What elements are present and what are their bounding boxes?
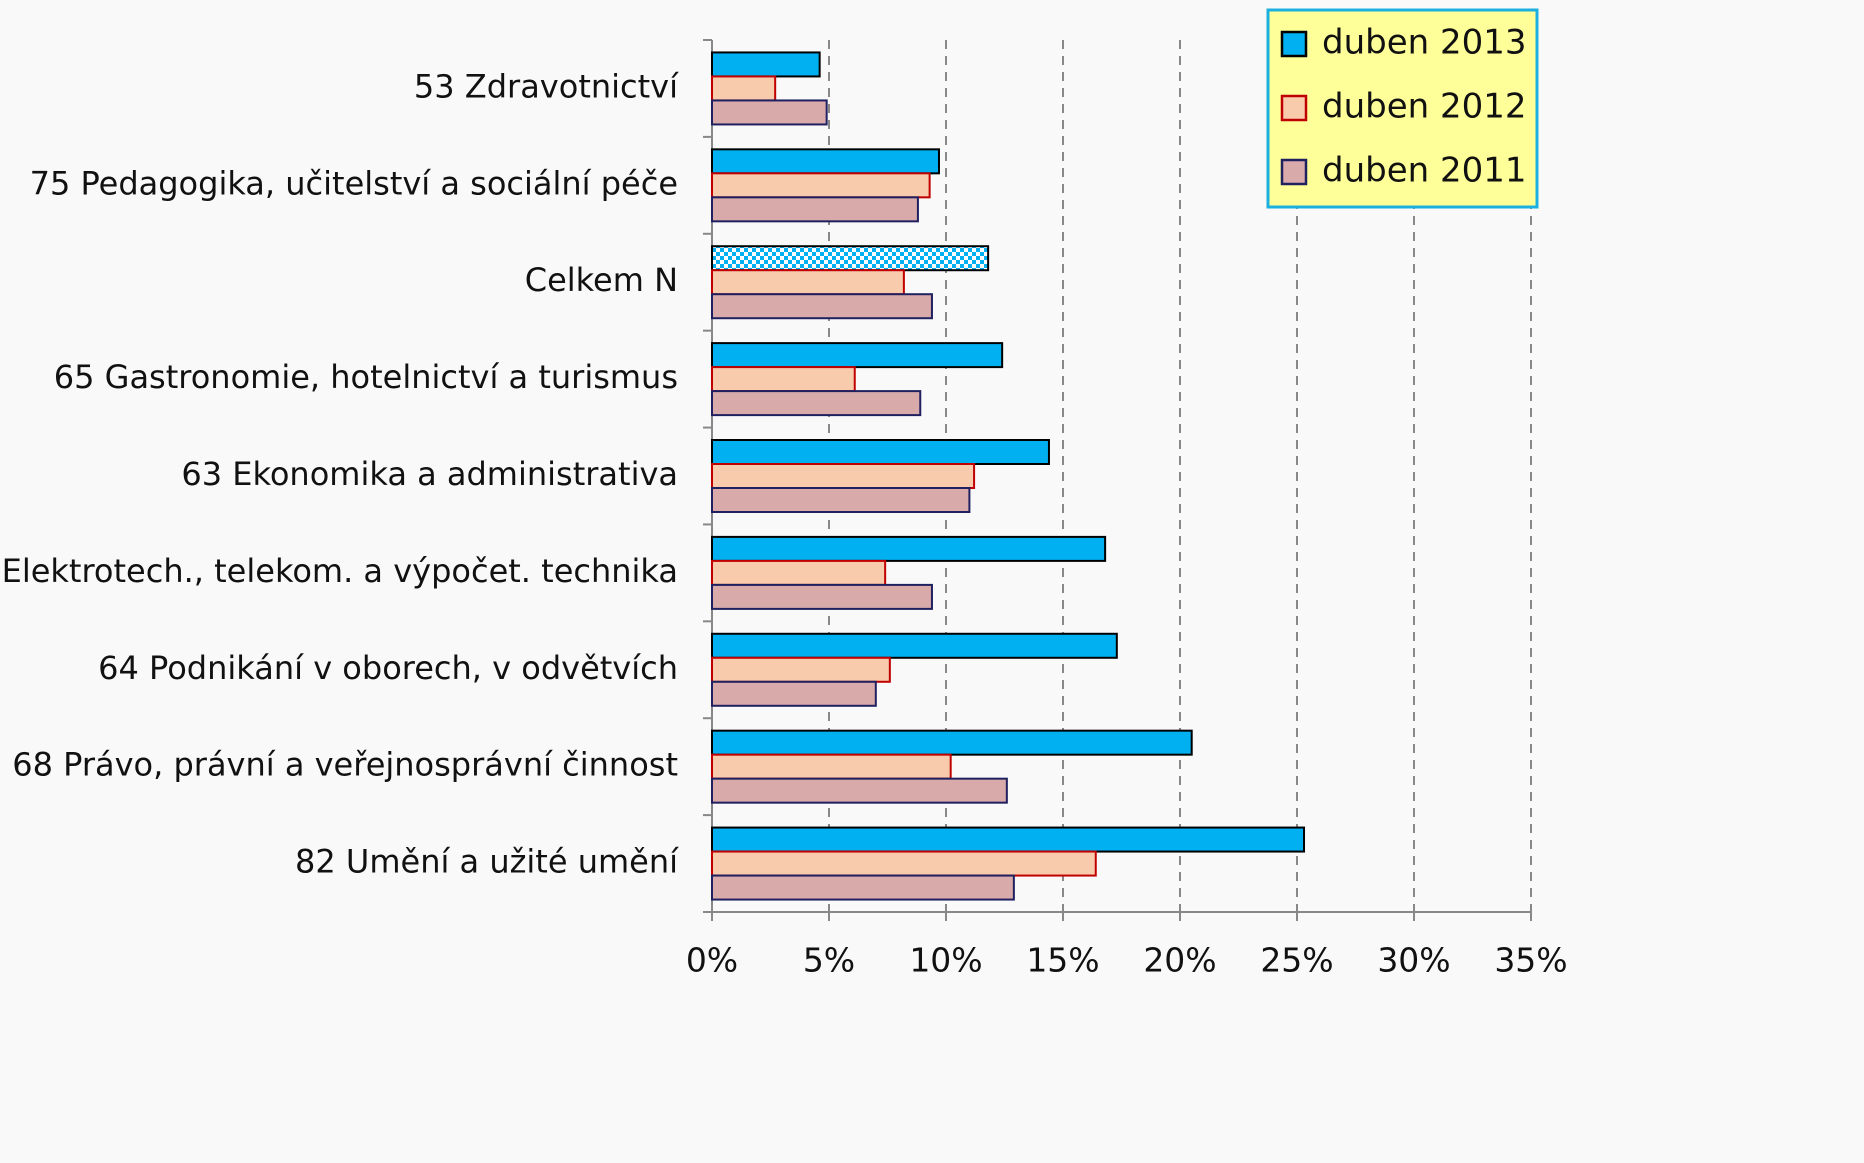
y-tick-label: 82 Umění a užité umění xyxy=(295,843,679,881)
legend-label: duben 2012 xyxy=(1322,87,1527,127)
legend-label: duben 2011 xyxy=(1322,151,1527,191)
legend-swatch xyxy=(1280,158,1308,186)
x-tick-label: 15% xyxy=(1026,941,1099,980)
y-tick-label: 75 Pedagogika, učitelství a sociální péč… xyxy=(30,164,678,202)
bar xyxy=(711,439,1050,465)
bar xyxy=(711,366,856,393)
bar xyxy=(711,463,976,489)
bar xyxy=(711,680,877,707)
y-tick-label: 65 Gastronomie, hotelnictví a turismus xyxy=(54,358,678,396)
bar xyxy=(711,51,821,78)
bar xyxy=(711,390,922,417)
legend-box xyxy=(1266,8,1539,209)
legend-swatch xyxy=(1280,30,1308,58)
bar xyxy=(711,583,933,610)
bar xyxy=(711,874,1015,901)
bar xyxy=(711,487,971,513)
y-tick-label: Celkem N xyxy=(525,261,678,299)
bar xyxy=(711,729,1193,756)
x-tick-label: 20% xyxy=(1143,941,1216,980)
y-tick-label: 53 Zdravotnictví xyxy=(414,67,679,105)
x-tick-label: 5% xyxy=(803,941,855,980)
x-tick-label: 10% xyxy=(909,941,982,980)
bar xyxy=(711,245,990,272)
bar xyxy=(711,656,891,683)
bar xyxy=(711,269,905,296)
y-tick-label: 26 Elektrotech., telekom. a výpočet. tec… xyxy=(0,552,678,590)
bar xyxy=(711,753,952,780)
bar xyxy=(711,342,1004,369)
bar xyxy=(711,148,940,175)
bar xyxy=(711,293,933,320)
y-tick-label: 64 Podnikání v oborech, v odvětvích xyxy=(98,649,678,687)
y-tick-label: 63 Ekonomika a administrativa xyxy=(181,455,678,493)
x-tick-label: 35% xyxy=(1494,941,1567,980)
bar xyxy=(711,850,1097,877)
x-tick-label: 30% xyxy=(1377,941,1450,980)
x-tick-label: 25% xyxy=(1260,941,1333,980)
bar xyxy=(711,826,1306,853)
bar xyxy=(711,75,777,102)
x-tick-label: 0% xyxy=(686,941,738,980)
bar xyxy=(711,632,1118,659)
bar xyxy=(711,535,1107,562)
bar xyxy=(711,777,1008,804)
bar xyxy=(711,172,931,199)
bar xyxy=(711,196,919,223)
bar xyxy=(711,559,887,586)
y-tick-label: 68 Právo, právní a veřejnosprávní činnos… xyxy=(12,746,678,784)
legend-swatch xyxy=(1280,94,1308,122)
legend-label: duben 2013 xyxy=(1322,23,1527,63)
bar xyxy=(711,99,828,126)
